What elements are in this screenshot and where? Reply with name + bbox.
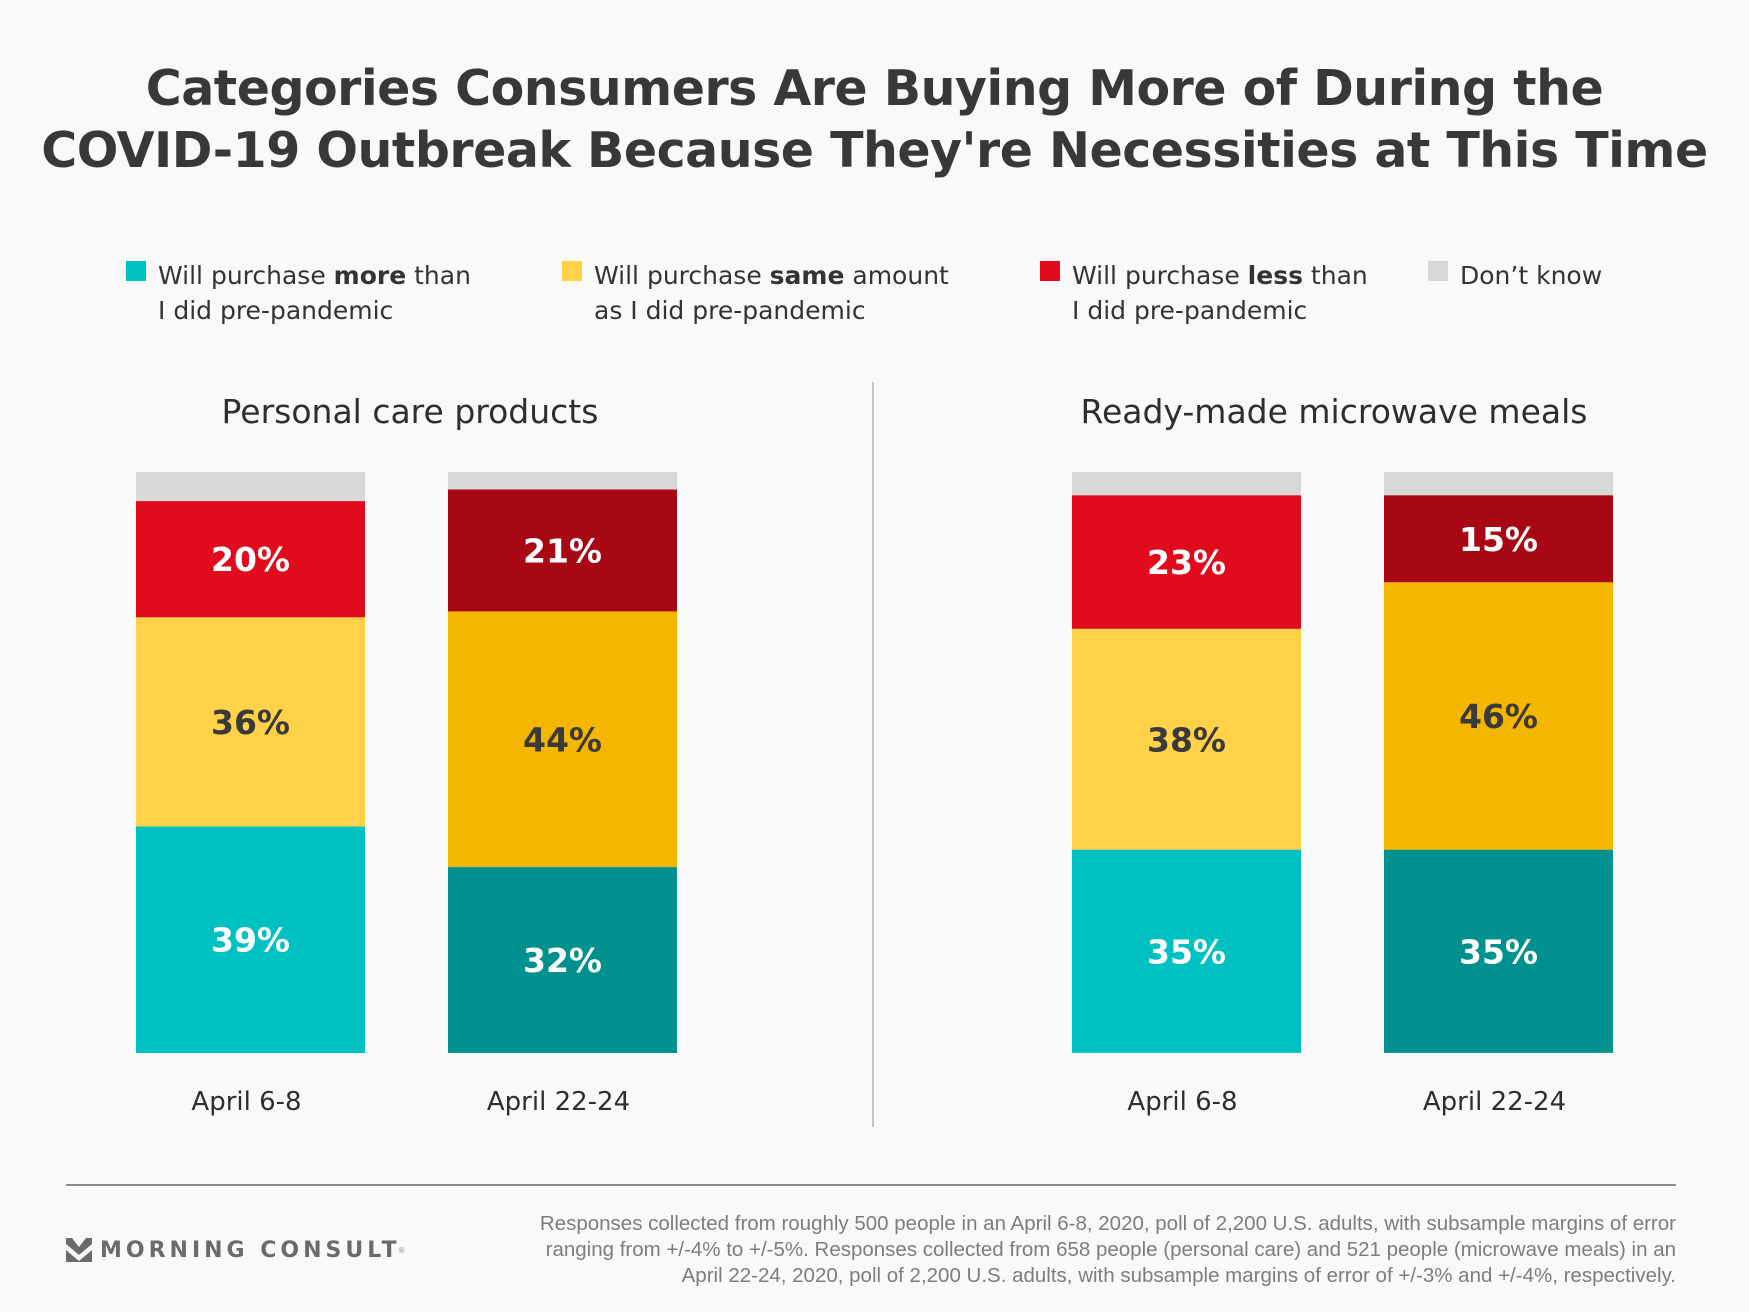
morning-consult-logo: MORNING CONSULT ® — [66, 1236, 405, 1264]
bar-segment — [136, 617, 365, 827]
legend-label-post: amount — [844, 261, 949, 290]
bar-segment — [1072, 628, 1301, 850]
bar-segment — [136, 826, 365, 1053]
legend-label-bold: more — [333, 261, 407, 290]
chart-title-line-1: Categories Consumers Are Buying More of … — [145, 60, 1604, 117]
data-label: 23% — [1147, 543, 1226, 582]
x-tick-label: April 22-24 — [487, 1087, 630, 1117]
legend-label-post: than — [1302, 261, 1368, 290]
legend-label-pre: Will purchase — [594, 261, 770, 290]
bar-segment — [448, 611, 677, 867]
data-label: 35% — [1147, 932, 1226, 971]
bar-segment — [1384, 582, 1613, 850]
x-tick-label: April 22-24 — [1423, 1087, 1566, 1117]
data-label: 39% — [211, 921, 290, 960]
stacked-bar-charts: 39% 36% 20% April 6-8 32% 44% 21% April 22-24 35… — [136, 472, 1613, 1117]
bar-segment — [448, 867, 677, 1053]
data-label: 38% — [1147, 720, 1226, 759]
legend-label-pre: Don’t know — [1460, 261, 1603, 290]
bar-segment — [448, 472, 677, 490]
legend-label-bold: less — [1247, 261, 1303, 290]
footer-divider — [66, 1184, 1676, 1186]
note-line: ranging from +/-4% to +/-5%. Responses c… — [545, 1238, 1676, 1261]
legend-label-pre: Will purchase — [1072, 261, 1248, 290]
legend-label-pre: Will purchase — [158, 261, 334, 290]
legend-label-line2: I did pre-pandemic — [158, 296, 394, 325]
data-label: 20% — [211, 540, 290, 579]
data-label: 35% — [1459, 932, 1538, 971]
data-label: 46% — [1459, 697, 1538, 736]
chart-title: Categories Consumers Are Buying More of … — [0, 58, 1749, 182]
legend-label-post: than — [406, 261, 471, 290]
bar-segment — [1072, 472, 1301, 496]
bar-segment — [136, 501, 365, 618]
legend-swatch-more — [126, 261, 146, 281]
note-line: Responses collected from roughly 500 peo… — [539, 1212, 1676, 1235]
methodology-note: Responses collected from roughly 500 peo… — [436, 1211, 1676, 1289]
brand-name: MORNING CONSULT — [100, 1237, 401, 1263]
legend-swatch-same — [562, 261, 582, 281]
x-tick-label: April 6-8 — [191, 1087, 301, 1117]
legend-swatch-dont-know — [1428, 261, 1448, 281]
bar-segment — [1384, 495, 1613, 583]
panel-title-microwave-meals: Ready-made microwave meals — [1080, 392, 1588, 431]
data-label: 36% — [211, 703, 290, 742]
panel-divider — [872, 382, 874, 1127]
bar-segment — [1072, 849, 1301, 1053]
data-label: 15% — [1459, 520, 1538, 559]
legend-swatch-less — [1040, 261, 1060, 281]
bar-segment — [136, 472, 365, 501]
note-line: April 22-24, 2020, poll of 2,200 U.S. ad… — [681, 1264, 1676, 1287]
chart-title-line-2: COVID-19 Outbreak Because They're Necess… — [41, 122, 1708, 179]
legend-label-bold: same — [769, 261, 845, 290]
data-label: 21% — [523, 531, 602, 570]
panel-title-personal-care: Personal care products — [221, 392, 599, 431]
legend-label-line2: I did pre-pandemic — [1072, 296, 1308, 325]
data-label: 32% — [523, 941, 602, 980]
bar-segment — [1072, 495, 1301, 629]
data-label: 44% — [523, 720, 602, 759]
legend-label-line2: as I did pre-pandemic — [594, 296, 866, 325]
morning-consult-logo-icon — [66, 1238, 92, 1262]
registered-mark: ® — [398, 1245, 405, 1255]
bar-segment — [1384, 472, 1613, 496]
bar-segment — [448, 489, 677, 612]
x-tick-label: April 6-8 — [1127, 1087, 1237, 1117]
bar-segment — [1384, 849, 1613, 1053]
